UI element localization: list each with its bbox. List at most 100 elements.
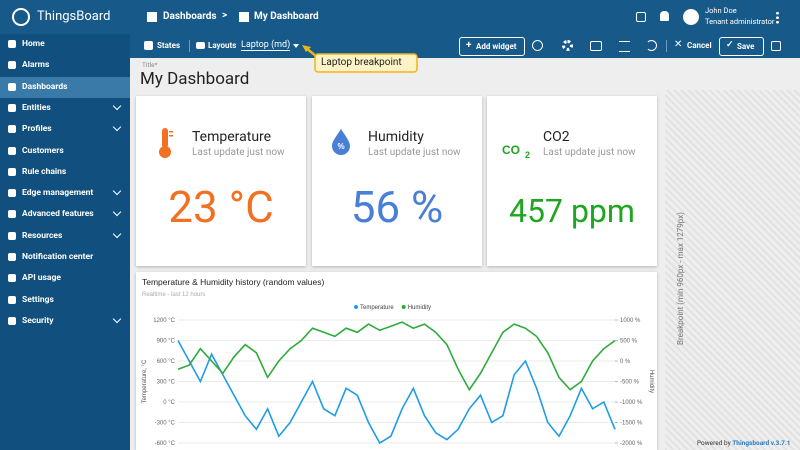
footer-prefix: Powered by — [697, 439, 731, 447]
nav-item[interactable]: Profiles — [0, 119, 130, 140]
user-role: Tenant administrator — [705, 17, 775, 26]
chart-title: Temperature & Humidity history (random v… — [142, 277, 325, 287]
chart-card: Temperature & Humidity history (random v… — [136, 272, 657, 450]
svg-text:2: 2 — [525, 150, 530, 160]
legend-label: Temperature — [360, 305, 394, 311]
y2-tick-label: 0 % — [620, 359, 631, 365]
timewindow-button[interactable] — [532, 40, 543, 51]
chart-subtitle: Realtime - last 12 hours — [142, 292, 205, 298]
nav-item[interactable]: Dashboards — [0, 76, 130, 98]
layout-select[interactable]: Laptop (md) — [241, 40, 291, 51]
annotation-text: Laptop breakpoint — [321, 57, 402, 68]
thermometer-icon — [159, 128, 173, 158]
nav-icon — [8, 253, 16, 261]
states-button[interactable]: States — [157, 41, 181, 50]
nav-item[interactable]: Home — [0, 34, 130, 55]
y-tick-label: 0 °C — [163, 400, 175, 406]
settings-button[interactable] — [562, 40, 573, 51]
annotation — [302, 45, 418, 73]
nav-label: API usage — [22, 273, 61, 284]
nav-label: Entities — [22, 102, 51, 113]
nav-label: Dashboards — [22, 81, 68, 92]
filters-button[interactable] — [619, 41, 630, 52]
nav-icon — [8, 295, 16, 304]
dashboard-title: My Dashboard — [140, 69, 250, 89]
nav-icon — [8, 40, 16, 48]
breadcrumb-separator: > — [222, 10, 228, 21]
history-button[interactable] — [646, 40, 657, 51]
states-icon — [144, 41, 153, 50]
legend-label: Humidity — [408, 305, 431, 311]
nav-label: Customers — [22, 145, 64, 156]
cancel-button[interactable]: Cancel — [687, 41, 712, 50]
y-axis-label: Temperature, °C — [142, 359, 148, 403]
nav-item[interactable]: Edge management — [0, 183, 130, 204]
y2-axis-label: Humidity — [648, 370, 654, 393]
nav-item[interactable]: Advanced features — [0, 204, 130, 225]
y2-tick-label: -1500 % — [620, 421, 643, 427]
y2-tick-label: -2000 % — [620, 441, 643, 447]
breadcrumb-current: My Dashboard — [254, 11, 319, 22]
nav-chevron — [112, 101, 122, 111]
separator — [189, 40, 190, 52]
user-avatar[interactable] — [683, 9, 699, 25]
breakpoint-label: Breakpoint (min 960px - max 1279px) — [676, 212, 685, 345]
breakpoint-area: Breakpoint (min 960px - max 1279px) — [665, 90, 800, 450]
nav-label: Home — [22, 39, 45, 49]
y-tick-label: 600 °C — [157, 359, 176, 365]
top-bar: ThingsBoard Dashboards > My Dashboard Jo… — [0, 0, 800, 34]
nav-chevron — [112, 186, 122, 196]
logo-icon — [12, 8, 30, 26]
droplet-icon: % — [332, 129, 350, 155]
nav-item[interactable]: Entities — [0, 98, 130, 119]
nav-icon — [8, 103, 16, 112]
nav-chevron — [112, 314, 122, 324]
nav-icon — [8, 274, 16, 283]
footer-link[interactable]: Thingsboard v.3.7.1 — [732, 439, 791, 447]
nav-icon — [8, 61, 16, 70]
select-arrow — [293, 44, 299, 48]
nav-icon — [8, 125, 16, 134]
nav-item[interactable]: Security — [0, 311, 130, 332]
nav-label: Resources — [22, 230, 63, 241]
y-tick-label: 900 °C — [157, 339, 176, 345]
nav-chevron — [112, 122, 122, 132]
breadcrumb-link[interactable]: Dashboards — [163, 11, 217, 22]
add-widget-button[interactable]: + Add widget — [459, 37, 525, 56]
y2-tick-label: -500 % — [620, 380, 640, 386]
nav-item[interactable]: Notification center — [0, 247, 130, 268]
devices-button[interactable] — [590, 41, 602, 51]
dashboard-toolbar: States Layouts Laptop (md) + Add widget ✕… — [130, 34, 800, 58]
series-line — [177, 321, 616, 392]
nav-item[interactable]: Alarms — [0, 55, 130, 76]
save-label: Save — [737, 42, 755, 51]
exit-fullscreen-button[interactable] — [771, 41, 781, 51]
separator — [666, 40, 667, 52]
nav-item[interactable]: Rule chains — [0, 162, 130, 183]
nav-label: Settings — [22, 294, 54, 305]
fullscreen-button[interactable] — [636, 12, 646, 22]
nav-icon — [8, 210, 16, 219]
save-button[interactable]: ✓ Save — [719, 37, 764, 56]
nav-chevron — [112, 208, 122, 217]
footer: Powered by Thingsboard v.3.7.1 — [697, 439, 790, 447]
y2-tick-label: -1000 % — [620, 400, 643, 406]
notifications-button[interactable] — [660, 11, 669, 21]
nav-item[interactable]: Customers — [0, 141, 130, 162]
cancel-icon: ✕ — [674, 39, 683, 50]
layouts-button[interactable]: Layouts — [208, 41, 237, 50]
y-tick-label: 300 °C — [157, 380, 176, 386]
nav-item[interactable]: Resources — [0, 226, 130, 247]
card-subtitle: Last update just now — [192, 147, 285, 158]
nav-item[interactable]: Settings — [0, 290, 130, 311]
svg-text:%: % — [337, 142, 344, 151]
nav-item[interactable]: API usage — [0, 268, 130, 289]
card-value: 23 °C — [168, 181, 274, 233]
more-button[interactable] — [776, 11, 779, 24]
card-title: CO2 — [543, 129, 570, 145]
card-value: 457 ppm — [509, 192, 635, 230]
co2-card: CO 2 CO2 Last update just now 457 ppm — [487, 96, 657, 266]
nav-label: Rule chains — [22, 166, 67, 177]
svg-text:CO: CO — [502, 143, 520, 157]
